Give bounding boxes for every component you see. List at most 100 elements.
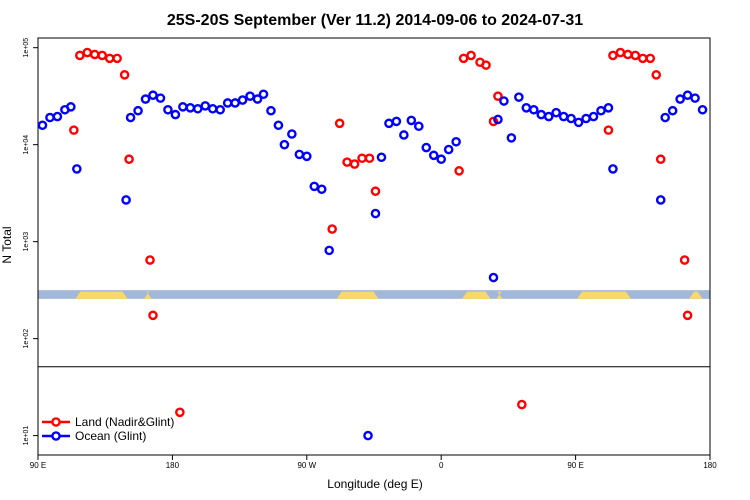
data-point xyxy=(104,53,115,64)
data-point xyxy=(558,111,569,122)
series-ocean xyxy=(37,89,708,441)
data-point xyxy=(675,94,685,104)
data-point xyxy=(200,101,211,111)
chart-title: 25S-20S September (Ver 11.2) 2014-09-06 … xyxy=(167,12,583,29)
data-point xyxy=(245,91,255,101)
data-point xyxy=(451,136,461,147)
data-point xyxy=(294,149,305,160)
x-tick-label: 180 xyxy=(703,461,717,470)
data-point xyxy=(588,111,599,122)
data-point xyxy=(349,159,360,169)
data-point xyxy=(466,50,476,61)
data-point xyxy=(175,407,185,418)
data-point xyxy=(679,255,690,265)
x-tick-label: 90 E xyxy=(567,461,583,470)
x-tick-label: 0 xyxy=(439,461,444,470)
land-segment xyxy=(144,291,152,299)
y-tick-label: 1e+04 xyxy=(23,135,30,155)
data-point xyxy=(334,118,345,129)
data-point xyxy=(682,90,693,101)
data-point xyxy=(316,184,327,195)
data-point xyxy=(133,105,143,116)
data-point xyxy=(573,117,584,128)
data-point xyxy=(655,195,666,205)
data-point xyxy=(436,154,447,165)
data-point xyxy=(521,103,532,113)
data-point xyxy=(37,120,48,131)
data-point xyxy=(443,144,454,155)
data-point xyxy=(121,195,131,205)
data-point xyxy=(499,96,509,106)
land-segment xyxy=(75,291,128,299)
data-point xyxy=(608,164,618,174)
data-point xyxy=(163,104,173,115)
data-point xyxy=(207,103,218,114)
data-point xyxy=(651,70,662,80)
land-segment xyxy=(496,291,503,299)
data-point xyxy=(517,399,527,410)
data-point xyxy=(528,104,539,115)
data-point xyxy=(287,129,297,139)
data-point xyxy=(185,103,196,113)
data-point xyxy=(155,93,166,103)
data-point xyxy=(279,139,290,150)
data-point xyxy=(551,107,561,118)
data-point xyxy=(357,153,367,164)
data-point xyxy=(145,255,155,265)
data-point xyxy=(399,130,409,140)
plot-frame xyxy=(37,37,711,456)
data-point xyxy=(413,121,424,132)
data-point xyxy=(215,104,225,115)
data-point xyxy=(514,92,524,102)
data-point xyxy=(75,50,85,61)
y-tick-label: 1e+01 xyxy=(23,426,30,446)
y-tick-label: 1e+02 xyxy=(23,329,30,349)
data-point xyxy=(536,109,547,120)
data-point xyxy=(638,53,648,64)
data-point xyxy=(566,113,576,124)
data-point xyxy=(252,94,263,104)
data-point xyxy=(376,152,387,163)
data-point xyxy=(66,102,76,112)
data-point xyxy=(364,153,375,164)
data-point xyxy=(406,115,417,126)
data-point xyxy=(148,90,158,101)
data-point xyxy=(645,53,656,64)
data-point xyxy=(140,94,151,104)
data-point xyxy=(493,91,503,101)
data-point xyxy=(543,111,554,122)
data-point xyxy=(603,103,614,113)
data-point xyxy=(222,98,233,108)
data-point xyxy=(327,224,337,234)
y-axis-label: N Total xyxy=(0,226,14,263)
data-point xyxy=(192,103,203,114)
data-point xyxy=(124,154,134,165)
data-point xyxy=(428,150,439,161)
data-point xyxy=(391,116,402,127)
data-point xyxy=(454,166,464,176)
data-point xyxy=(237,95,248,105)
data-point xyxy=(45,112,55,123)
land-segment xyxy=(462,291,491,299)
y-tick-label: 1e+03 xyxy=(23,232,30,252)
data-point xyxy=(363,430,373,441)
data-point xyxy=(630,50,641,61)
y-tick-label: 1e+05 xyxy=(23,38,30,58)
data-point xyxy=(82,47,93,58)
data-point xyxy=(493,114,503,125)
data-point xyxy=(301,151,312,162)
x-tick-label: 90 E xyxy=(30,461,46,470)
data-point xyxy=(384,118,394,129)
data-point xyxy=(603,125,614,135)
x-tick-label: 90 W xyxy=(297,461,316,470)
x-tick-label: 180 xyxy=(166,461,180,470)
data-point xyxy=(481,60,491,70)
data-point xyxy=(690,93,700,103)
data-point xyxy=(148,310,158,321)
series-land xyxy=(69,47,693,418)
data-point xyxy=(506,133,517,143)
data-point xyxy=(488,272,499,283)
data-point xyxy=(97,50,108,61)
data-point xyxy=(655,154,666,165)
